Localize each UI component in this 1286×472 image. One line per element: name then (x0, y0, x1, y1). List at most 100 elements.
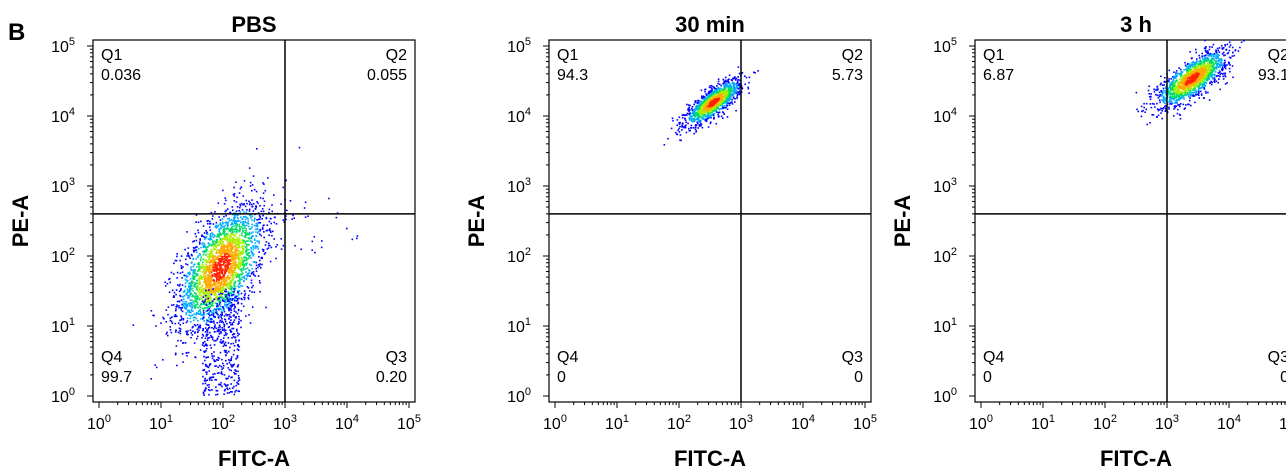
event-point (217, 258, 220, 261)
event-point (206, 246, 208, 248)
event-point (214, 262, 217, 265)
event-point (245, 233, 248, 235)
event-point (707, 116, 709, 118)
event-point (679, 121, 682, 124)
event-point (209, 264, 211, 266)
event-point (250, 272, 253, 275)
event-point (223, 315, 226, 317)
event-point (215, 270, 218, 272)
event-point (213, 326, 216, 328)
event-point (217, 366, 219, 368)
event-point (194, 282, 196, 284)
event-point (721, 99, 724, 101)
event-point (203, 355, 205, 358)
event-point (234, 235, 236, 237)
event-point (237, 308, 240, 311)
event-point (734, 79, 737, 81)
event-point (351, 238, 354, 241)
event-point (704, 88, 707, 91)
event-point (238, 274, 241, 276)
event-point (224, 293, 226, 296)
event-point (698, 101, 701, 104)
event-point (153, 314, 155, 317)
event-point (215, 309, 217, 311)
event-point (218, 289, 220, 292)
event-point (218, 234, 221, 236)
event-point (227, 260, 230, 262)
event-point (205, 247, 208, 250)
event-point (725, 94, 728, 96)
event-point (202, 382, 204, 385)
event-point (243, 211, 245, 213)
event-point (243, 276, 245, 279)
event-point (208, 311, 211, 313)
event-point (195, 303, 197, 306)
event-point (728, 99, 730, 102)
event-point (210, 285, 212, 288)
event-point (204, 337, 207, 340)
event-point (192, 281, 194, 284)
event-point (217, 298, 219, 300)
event-point (727, 102, 729, 105)
event-point (237, 374, 240, 377)
event-point (196, 295, 198, 297)
event-point (251, 205, 254, 208)
event-point (699, 112, 702, 115)
event-point (233, 363, 235, 366)
event-point (175, 259, 178, 262)
event-point (193, 251, 195, 253)
event-point (213, 262, 216, 264)
event-point (217, 202, 220, 204)
event-point (211, 302, 214, 305)
event-point (232, 256, 235, 258)
event-point (206, 289, 209, 291)
event-point (210, 305, 212, 307)
event-point (234, 281, 236, 284)
event-point (703, 100, 706, 103)
event-point (190, 280, 193, 282)
event-point (707, 108, 709, 110)
event-point (280, 248, 283, 250)
event-point (1147, 89, 1150, 92)
event-point (690, 115, 692, 117)
event-point (200, 298, 203, 300)
event-point (234, 369, 236, 371)
event-point (194, 332, 196, 334)
event-point (230, 343, 232, 345)
event-point (706, 95, 709, 97)
event-point (227, 244, 229, 246)
event-point (224, 256, 227, 259)
event-point (233, 186, 235, 189)
event-point (223, 374, 226, 376)
event-point (258, 280, 261, 282)
event-point (286, 209, 288, 212)
event-point (235, 384, 238, 387)
event-point (1200, 81, 1202, 84)
event-point (207, 333, 209, 336)
event-point (179, 283, 181, 286)
event-point (710, 102, 712, 104)
event-point (150, 378, 152, 380)
event-point (263, 224, 265, 226)
event-point (678, 121, 680, 124)
event-point (227, 359, 230, 361)
event-point (245, 234, 247, 236)
event-point (1164, 105, 1166, 108)
event-point (231, 230, 234, 233)
event-point (206, 339, 209, 341)
event-point (229, 276, 232, 279)
event-point (236, 291, 239, 293)
event-point (688, 127, 690, 130)
event-point (223, 325, 225, 328)
event-point (219, 293, 222, 296)
event-point (691, 112, 693, 115)
event-point (260, 267, 262, 269)
event-point (195, 249, 198, 251)
event-point (183, 302, 185, 305)
event-point (703, 96, 705, 99)
event-point (213, 280, 216, 283)
event-point (231, 305, 234, 307)
event-point (228, 271, 230, 274)
event-point (170, 320, 173, 323)
event-point (262, 182, 264, 184)
